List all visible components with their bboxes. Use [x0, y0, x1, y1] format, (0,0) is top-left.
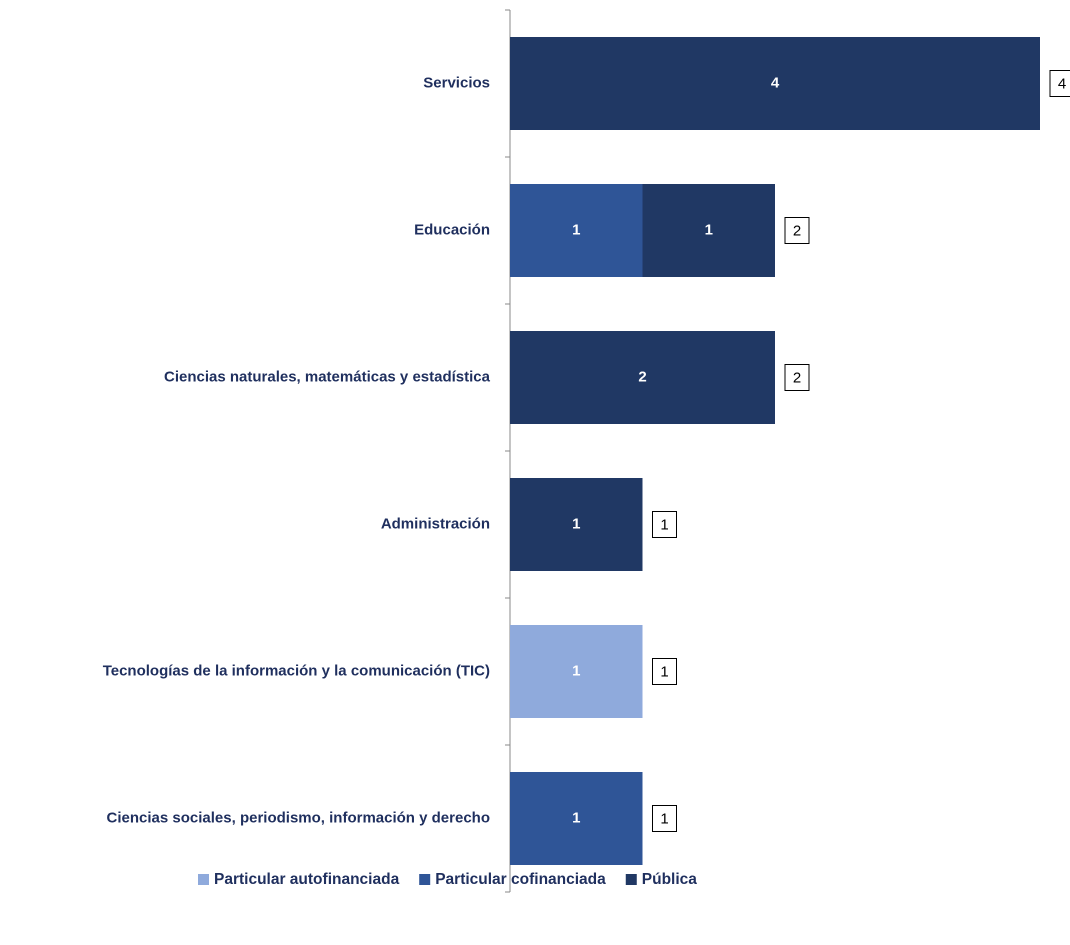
bar-segment [510, 625, 643, 718]
bar-segment [642, 184, 775, 277]
legend-swatch [198, 874, 209, 885]
segment-label: 1 [572, 662, 580, 679]
category-label: Ciencias naturales, matemáticas y estadí… [164, 368, 491, 385]
total-label: 1 [660, 810, 668, 827]
bar-segment [510, 478, 643, 571]
bar-segment [510, 772, 643, 865]
total-label: 1 [660, 516, 668, 533]
category-label: Administración [381, 515, 490, 532]
legend-swatch [419, 874, 431, 885]
bar-segment [510, 184, 643, 277]
bar-segment [510, 331, 775, 424]
total-box [784, 364, 810, 391]
total-box [652, 511, 677, 538]
category-label: Educación [414, 221, 490, 238]
segment-label: 1 [705, 221, 713, 238]
segment-label: 1 [572, 515, 580, 532]
legend-swatch [625, 874, 637, 885]
total-label: 2 [793, 369, 801, 386]
category-label: Servicios [423, 74, 490, 91]
segment-label: 4 [771, 74, 780, 91]
category-label: Ciencias sociales, periodismo, informaci… [107, 809, 490, 826]
category-label: Tecnologías de la información y la comun… [103, 662, 490, 679]
bar-segment [510, 37, 1040, 130]
total-label: 1 [660, 663, 668, 680]
total-box [652, 658, 677, 685]
total-label: 4 [1058, 75, 1066, 92]
segment-label: 1 [572, 809, 580, 826]
legend-label: Particular cofinanciada [435, 871, 606, 888]
total-box [1049, 70, 1070, 97]
total-box [652, 805, 677, 832]
segment-label: 2 [638, 368, 646, 385]
total-label: 2 [793, 222, 801, 239]
total-box [784, 217, 810, 244]
segment-label: 1 [572, 221, 580, 238]
legend-label: Particular autofinanciada [214, 871, 400, 888]
legend-label: Pública [642, 871, 698, 888]
